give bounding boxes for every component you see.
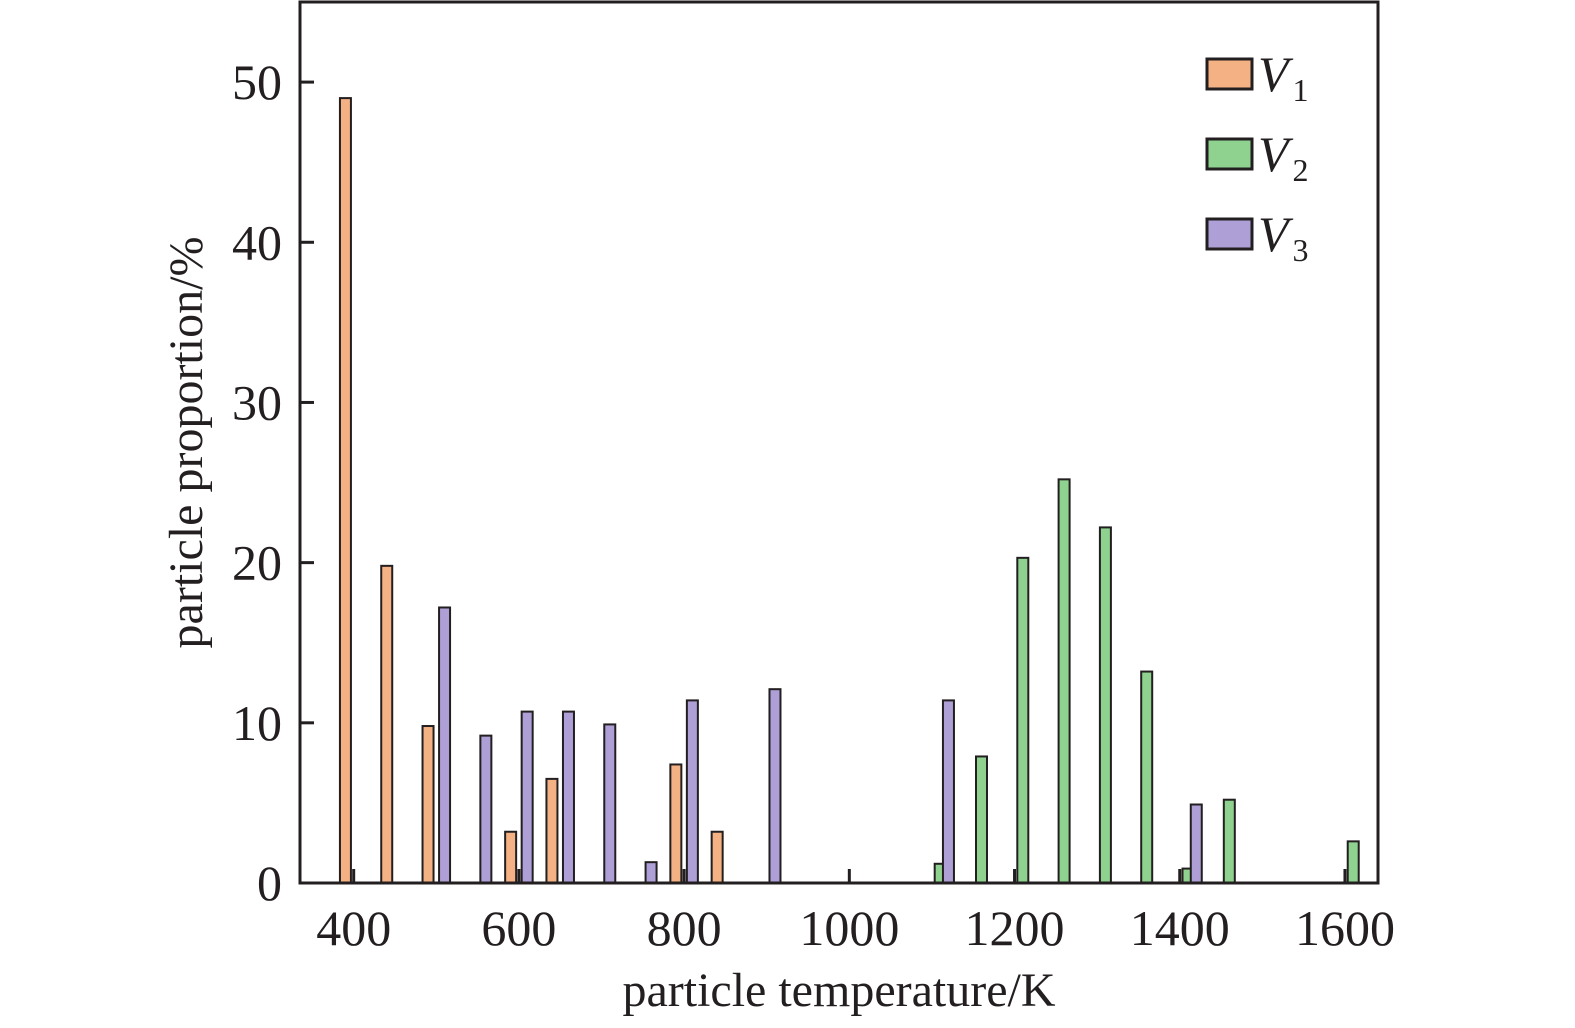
bar-v2-3 (1057, 478, 1071, 884)
bar-v3-3 (561, 710, 575, 885)
bar-v1-2 (421, 725, 435, 884)
tick-labels: 400 600 800 1000 1200 1400 1600 0 10 20 30 40 50 (232, 54, 1395, 956)
bar-v1-0 (338, 97, 352, 885)
bar-v2-8 (1346, 840, 1360, 884)
x-axis-title: particle temperature/K (622, 964, 1055, 1017)
legend: V 1 V 2 V 3 (1205, 46, 1309, 268)
bar-v3-8 (941, 699, 955, 884)
bar-v2-2 (1016, 556, 1030, 885)
bar-v3-6 (685, 699, 699, 884)
y-tick-label-30: 30 (232, 374, 282, 430)
bar-v2-4 (1098, 526, 1112, 884)
bar-v1-3 (504, 830, 518, 885)
x-tick-label-600: 600 (481, 900, 556, 956)
legend-swatch-v2 (1205, 137, 1254, 171)
plot-frame (298, 0, 1380, 885)
bar-v3-1 (479, 734, 493, 885)
legend-swatch-v1 (1205, 57, 1254, 91)
x-tick-label-1000: 1000 (799, 900, 899, 956)
bar-v3-4 (603, 723, 617, 884)
bar-v1-6 (710, 830, 724, 885)
x-tick-label-1400: 1400 (1130, 900, 1230, 956)
y-tick-label-40: 40 (232, 214, 282, 270)
bar-v3-5 (644, 861, 658, 885)
bar-v3-2 (520, 710, 534, 885)
bar-v3-7 (768, 688, 782, 884)
bar-v2-5 (1140, 670, 1154, 884)
y-tick-label-0: 0 (257, 855, 282, 911)
y-tick-label-10: 10 (232, 695, 282, 751)
y-axis-title: particle proportion/% (160, 237, 213, 649)
y-tick-label-50: 50 (232, 54, 282, 110)
bar-v1-4 (545, 777, 559, 885)
bars-layer (338, 97, 1360, 885)
bar-v2-7 (1222, 798, 1236, 884)
bar-v1-5 (669, 763, 683, 884)
legend-swatch-v3 (1205, 217, 1254, 251)
x-tick-label-400: 400 (316, 900, 391, 956)
bar-v3-9 (1189, 803, 1203, 885)
x-tick-label-1200: 1200 (965, 900, 1065, 956)
axis-ticks (300, 80, 1347, 885)
bar-v2-1 (974, 755, 988, 884)
x-tick-label-1600: 1600 (1295, 900, 1395, 956)
y-tick-label-20: 20 (232, 535, 282, 591)
x-tick-label-800: 800 (647, 900, 722, 956)
bar-v3-0 (438, 606, 452, 884)
bar-v1-1 (380, 564, 394, 885)
